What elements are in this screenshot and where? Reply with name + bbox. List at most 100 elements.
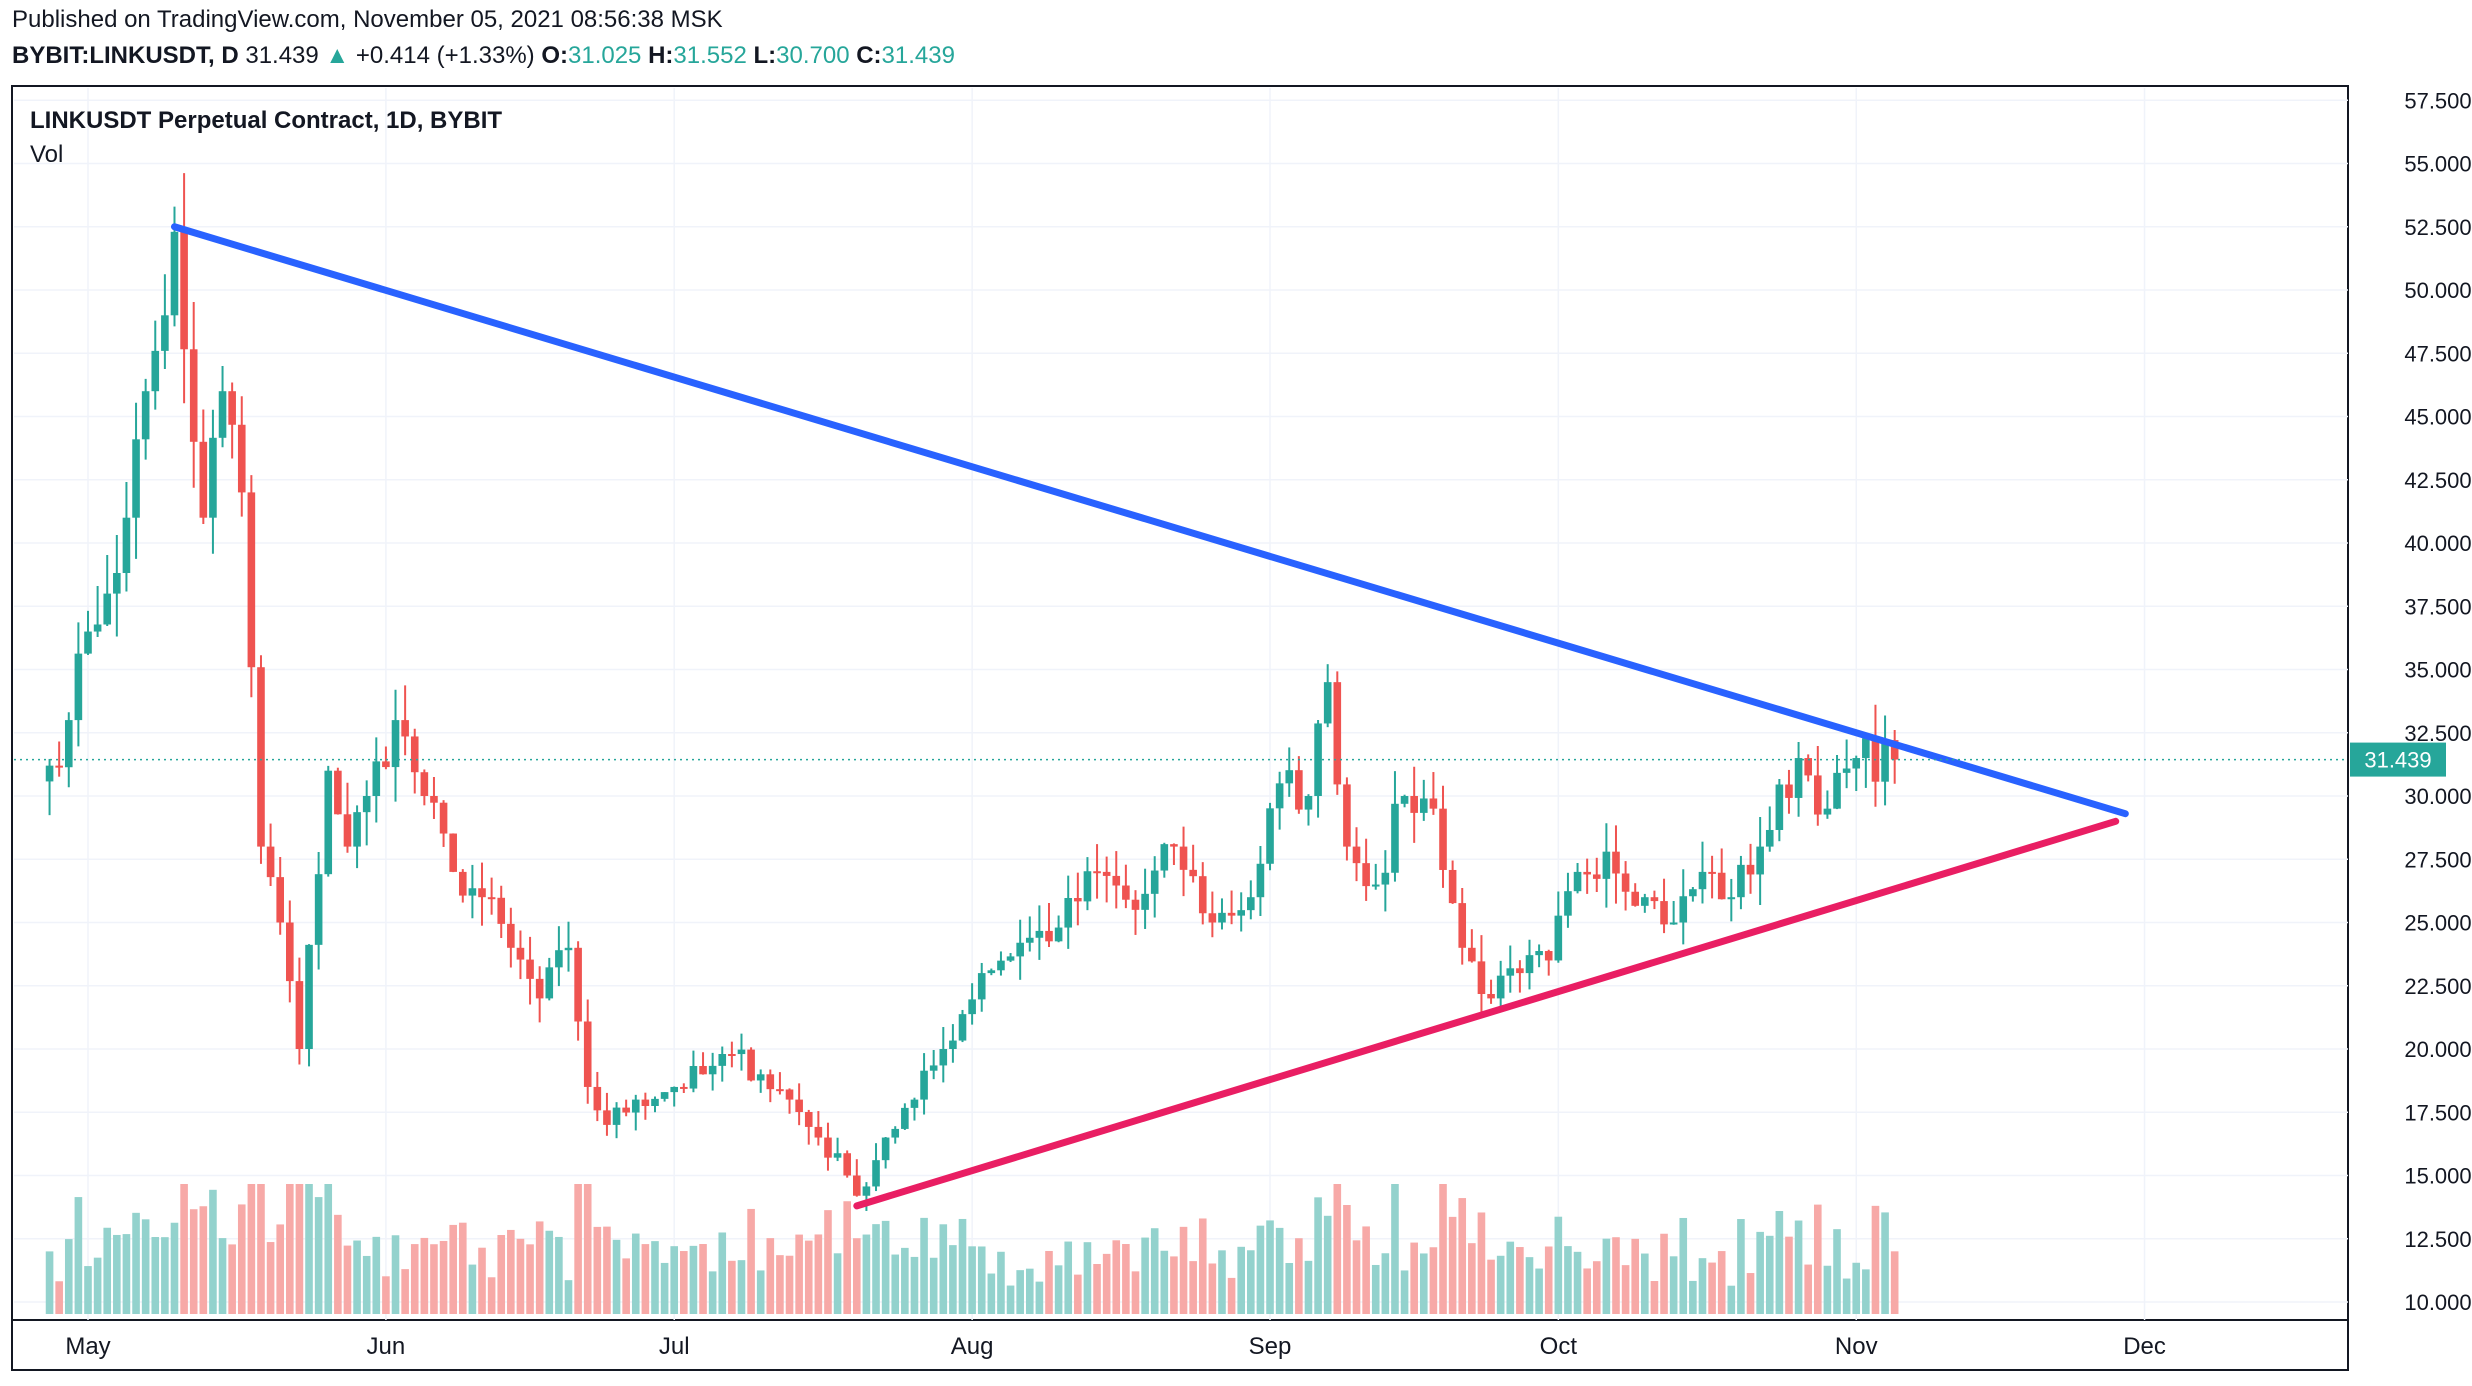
candle-body[interactable]: [1419, 798, 1428, 813]
candle-body[interactable]: [382, 761, 390, 768]
candle-body[interactable]: [1746, 864, 1755, 875]
candle-body[interactable]: [1122, 885, 1130, 900]
candle-body[interactable]: [1679, 896, 1688, 923]
candle-body[interactable]: [420, 772, 429, 796]
candle-body[interactable]: [631, 1099, 640, 1113]
candle-body[interactable]: [1852, 758, 1861, 769]
candle-body[interactable]: [1765, 829, 1774, 847]
candle-body[interactable]: [1304, 796, 1313, 810]
candle-body[interactable]: [1775, 784, 1784, 830]
candle-body[interactable]: [218, 391, 227, 438]
candle-body[interactable]: [1006, 956, 1015, 961]
candle-body[interactable]: [1881, 740, 1889, 782]
candle-body[interactable]: [1890, 740, 1899, 760]
candle-body[interactable]: [1045, 930, 1053, 942]
candle-body[interactable]: [1564, 891, 1572, 916]
candle-body[interactable]: [1237, 910, 1245, 916]
candle-body[interactable]: [535, 978, 544, 999]
candle-body[interactable]: [997, 960, 1005, 971]
candle-body[interactable]: [1371, 884, 1380, 887]
candle-body[interactable]: [343, 814, 352, 847]
candle-body[interactable]: [1391, 803, 1399, 873]
candle-body[interactable]: [1448, 869, 1457, 904]
candle-body[interactable]: [891, 1128, 900, 1138]
candle-body[interactable]: [1496, 975, 1505, 999]
candle-body[interactable]: [1179, 846, 1188, 870]
candle-body[interactable]: [1035, 930, 1044, 938]
candle-body[interactable]: [766, 1074, 775, 1090]
candle-body[interactable]: [1266, 808, 1274, 864]
candle-body[interactable]: [1621, 873, 1630, 892]
candle-body[interactable]: [593, 1086, 602, 1111]
support-trendline[interactable]: [853, 817, 2120, 1210]
candle-body[interactable]: [1400, 796, 1409, 804]
candle-body[interactable]: [670, 1086, 679, 1093]
candle-body[interactable]: [1093, 871, 1101, 874]
candle-body[interactable]: [622, 1107, 630, 1113]
candle-body[interactable]: [1612, 851, 1620, 874]
candle-body[interactable]: [257, 667, 265, 847]
candle-body[interactable]: [1592, 874, 1601, 879]
candle-body[interactable]: [1064, 898, 1073, 928]
candle-body[interactable]: [1535, 951, 1543, 956]
candle-body[interactable]: [1708, 871, 1716, 874]
candle-body[interactable]: [1477, 961, 1486, 994]
candle-body[interactable]: [1333, 682, 1342, 785]
candle-body[interactable]: [170, 231, 179, 316]
candle-body[interactable]: [929, 1065, 938, 1071]
candle-body[interactable]: [785, 1089, 794, 1100]
candle-body[interactable]: [1468, 947, 1476, 962]
candle-body[interactable]: [660, 1092, 669, 1099]
candle-body[interactable]: [1573, 871, 1582, 892]
candle-body[interactable]: [372, 761, 381, 796]
candle-body[interactable]: [1698, 871, 1707, 890]
candle-body[interactable]: [1842, 768, 1851, 773]
candle-body[interactable]: [833, 1153, 842, 1158]
candle-body[interactable]: [901, 1107, 909, 1129]
candle-body[interactable]: [122, 517, 131, 574]
candle-body[interactable]: [410, 736, 419, 773]
candle-body[interactable]: [747, 1049, 755, 1081]
candle-body[interactable]: [1689, 889, 1697, 897]
candle-body[interactable]: [1208, 913, 1217, 923]
candle-body[interactable]: [939, 1049, 948, 1066]
candle-body[interactable]: [516, 947, 525, 960]
candle-body[interactable]: [1487, 993, 1495, 999]
candle-body[interactable]: [55, 765, 63, 768]
candle-body[interactable]: [1150, 870, 1159, 894]
candle-body[interactable]: [247, 492, 256, 668]
candle-body[interactable]: [228, 391, 236, 425]
candle-body[interactable]: [161, 315, 169, 351]
candle-body[interactable]: [1727, 897, 1736, 900]
candle-body[interactable]: [641, 1099, 650, 1106]
candle-body[interactable]: [1275, 783, 1284, 809]
candle-body[interactable]: [1862, 738, 1870, 759]
candle-body[interactable]: [74, 653, 83, 721]
candle-body[interactable]: [1314, 723, 1322, 796]
candle-body[interactable]: [334, 770, 342, 815]
candle-body[interactable]: [872, 1160, 880, 1187]
candle-body[interactable]: [449, 833, 457, 872]
candle-body[interactable]: [458, 871, 467, 896]
candle-body[interactable]: [391, 720, 400, 768]
candle-body[interactable]: [1458, 903, 1467, 948]
candle-body[interactable]: [1544, 951, 1553, 961]
candle-body[interactable]: [132, 439, 140, 518]
candle-body[interactable]: [651, 1098, 659, 1106]
candle-body[interactable]: [1112, 875, 1121, 886]
candle-body[interactable]: [189, 349, 198, 442]
candle-body[interactable]: [1170, 844, 1178, 847]
candle-body[interactable]: [987, 970, 996, 974]
candle-body[interactable]: [1189, 869, 1197, 877]
candle-body[interactable]: [1247, 897, 1255, 911]
candle-body[interactable]: [824, 1137, 832, 1158]
candle-body[interactable]: [84, 631, 92, 654]
candle-body[interactable]: [1737, 864, 1745, 898]
candle-body[interactable]: [574, 947, 582, 1022]
candle-body[interactable]: [439, 802, 448, 834]
candle-body[interactable]: [920, 1070, 928, 1100]
candle-body[interactable]: [1583, 871, 1591, 875]
candle-body[interactable]: [1525, 955, 1534, 974]
candle-body[interactable]: [545, 967, 554, 999]
candle-body[interactable]: [853, 1175, 861, 1196]
